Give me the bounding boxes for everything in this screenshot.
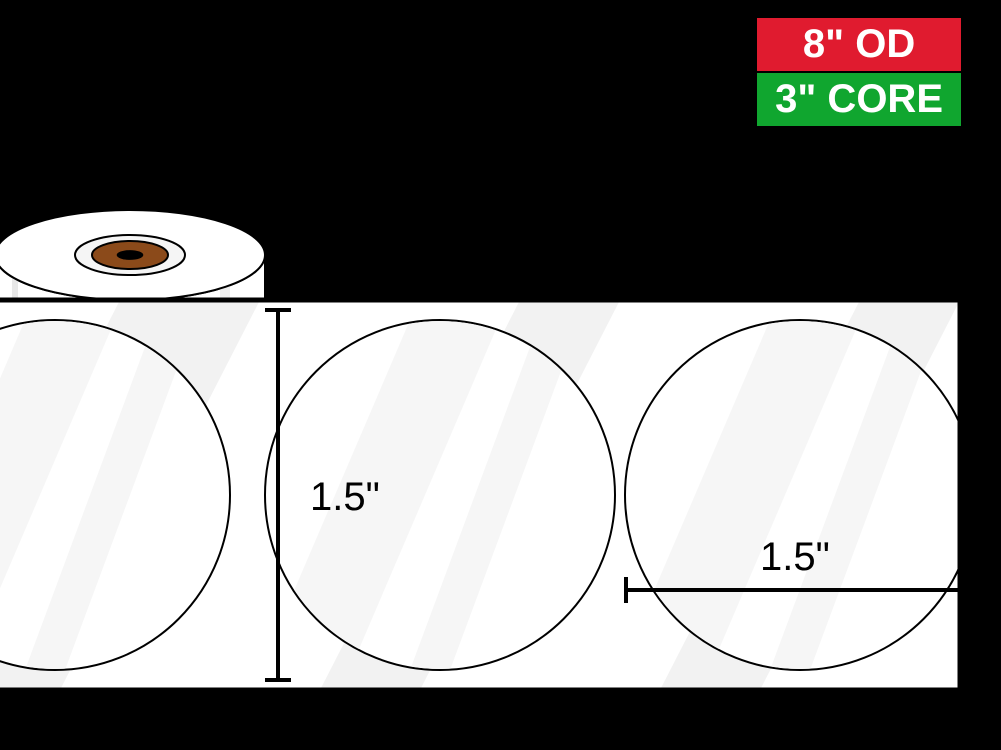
label-roll-diagram: 1.5" 1.5"	[0, 0, 1001, 750]
width-dimension-label: 1.5"	[760, 535, 830, 579]
height-dimension-label: 1.5"	[310, 475, 380, 519]
